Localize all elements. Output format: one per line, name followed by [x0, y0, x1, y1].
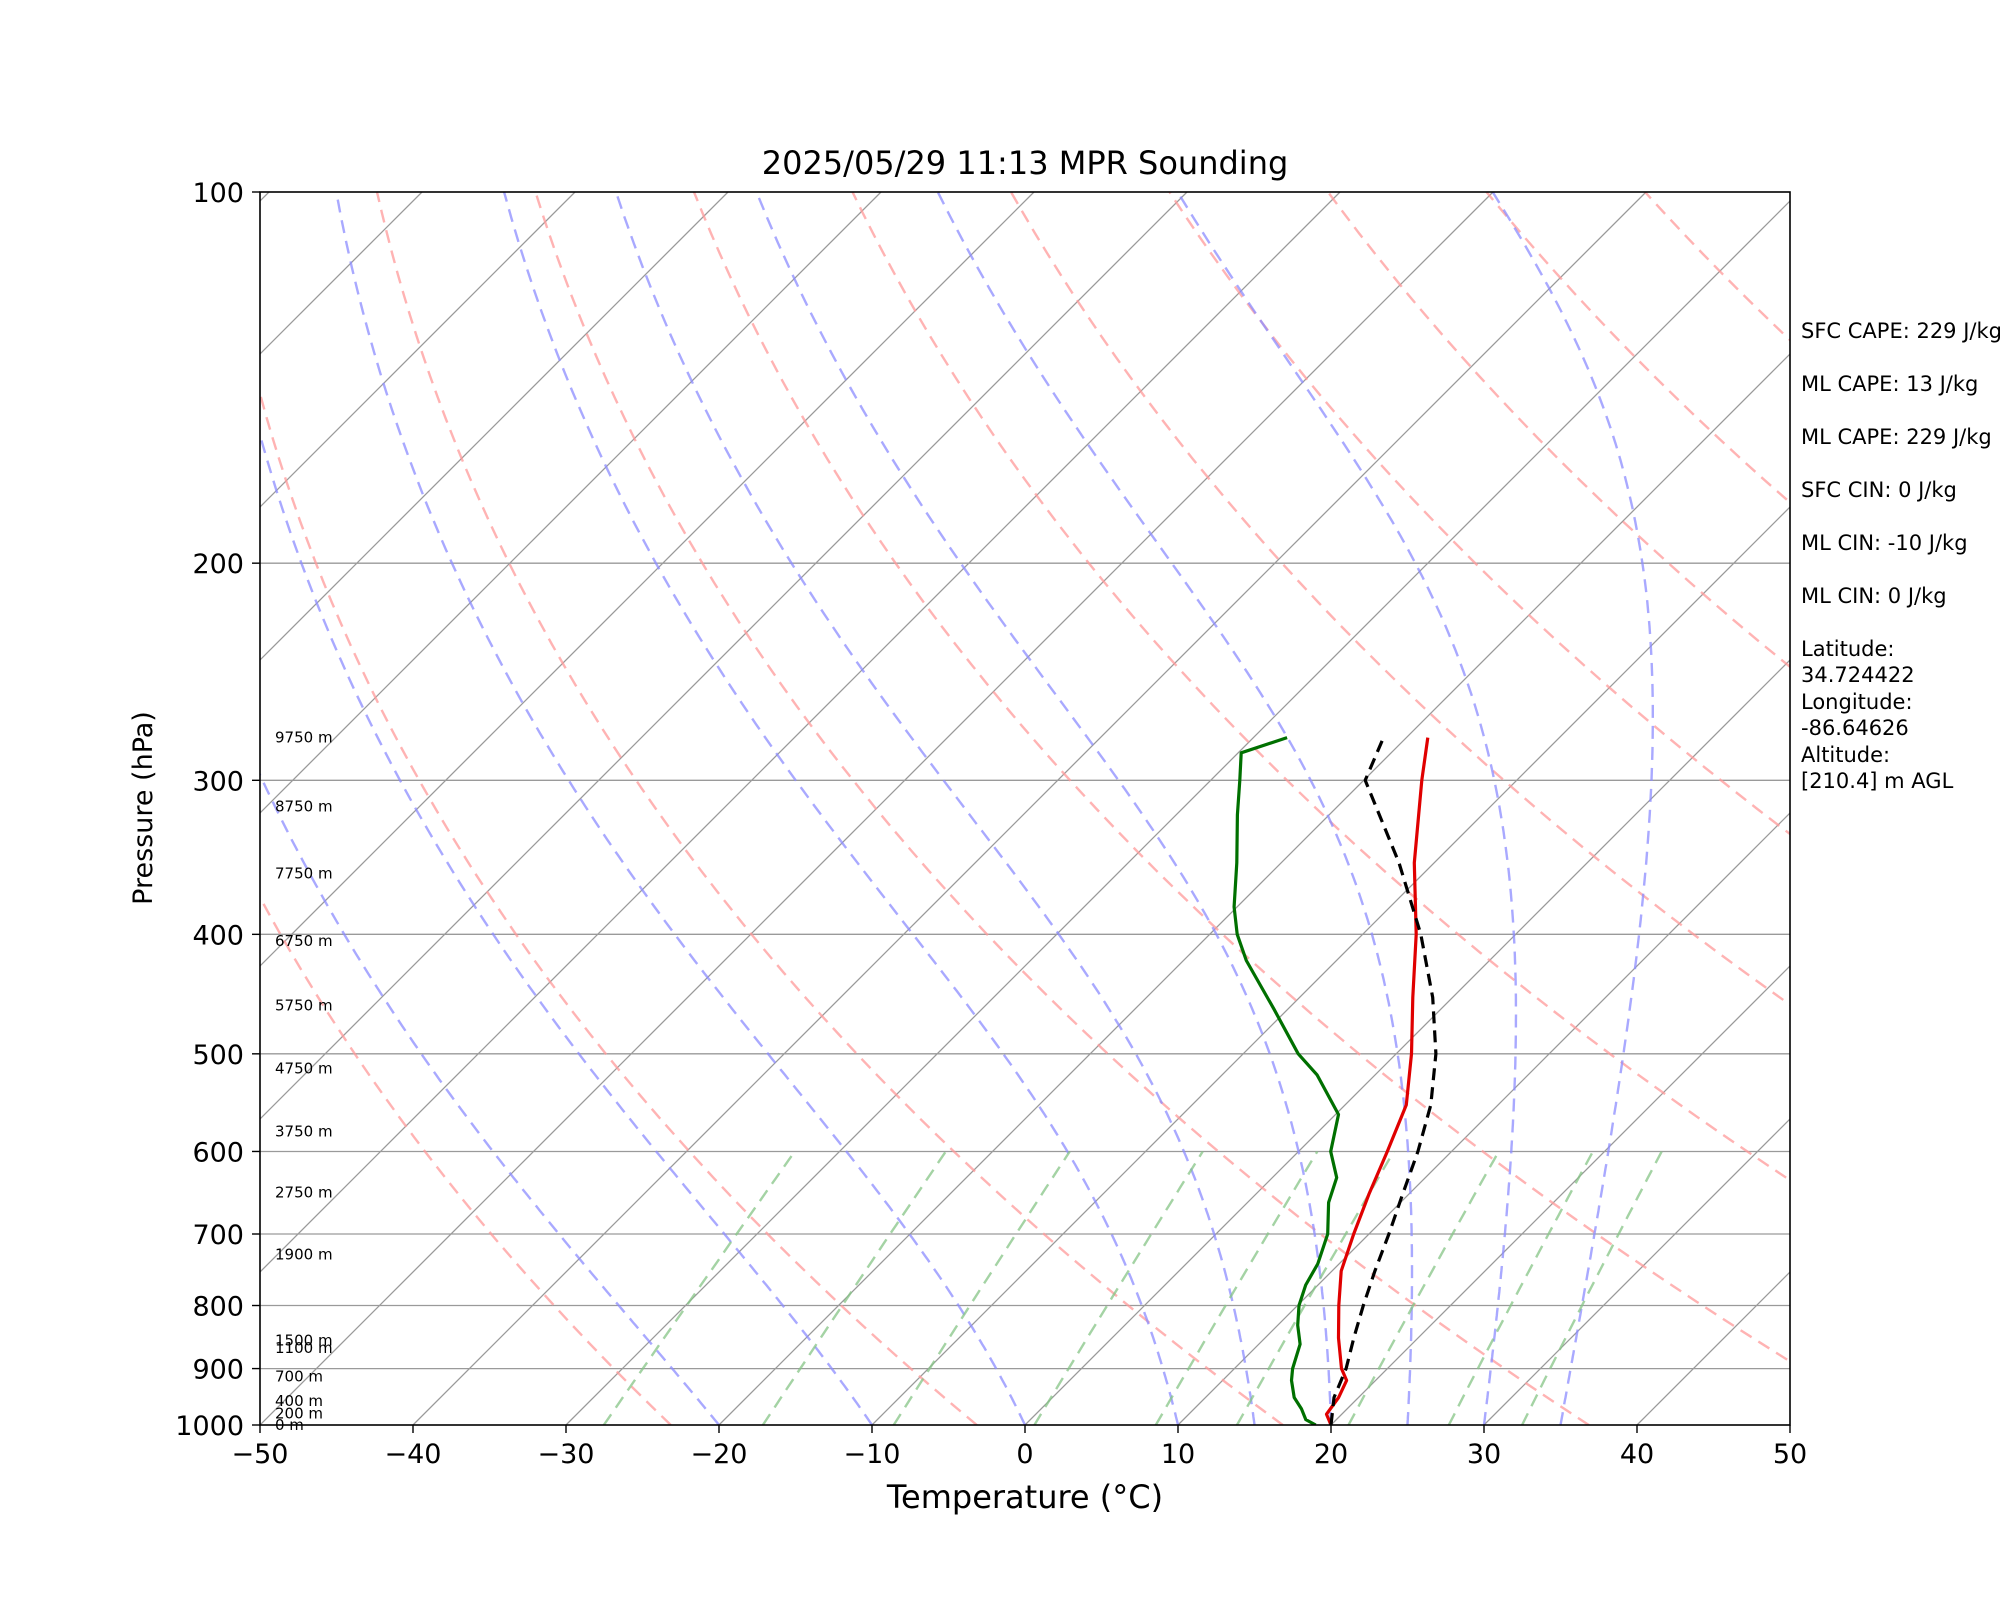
- x-axis-label: Temperature (°C): [886, 1478, 1163, 1516]
- isotherm--40: [412, 192, 1647, 1425]
- y-axis-ticks: 100 200 300 400 500 600 700 800 900 1000: [175, 178, 260, 1442]
- isotherm--100: [260, 192, 729, 661]
- x-tick-label: 30: [1467, 1439, 1501, 1470]
- dry-adiabat: [1168, 192, 1790, 836]
- y-tick-label: 200: [192, 549, 244, 580]
- sounding-parameter: ML CAPE: 229 J/kg: [1801, 425, 1992, 449]
- height-label: 1900 m: [275, 1245, 333, 1263]
- height-label: 6750 m: [275, 932, 333, 950]
- mixing-ratio-line: [1521, 1150, 1663, 1425]
- height-label: 3750 m: [275, 1123, 333, 1141]
- x-axis-ticks: −50 −40 −30 −20 −10 0 10 20 30 40 50: [232, 1425, 1807, 1470]
- isotherm-30: [1483, 1118, 1790, 1425]
- y-tick-label: 1000: [175, 1411, 244, 1442]
- dry-adiabat: [692, 192, 1790, 1363]
- mixing-ratio-line: [1154, 1150, 1319, 1425]
- isotherm--20: [718, 353, 1790, 1425]
- moist-adiabat: [755, 192, 1333, 1425]
- sounding-parameter: Latitude: 34.724422: [1801, 637, 1915, 687]
- mixing-ratio-line: [1033, 1150, 1204, 1425]
- height-label: 200 m: [275, 1405, 323, 1423]
- height-label: 1500 m: [275, 1332, 333, 1350]
- y-axis-label: Pressure (hPa): [128, 711, 159, 905]
- chart-title: 2025/05/29 11:13 MPR Sounding: [762, 144, 1289, 182]
- data-lines: [1232, 736, 1438, 1425]
- background-lines: [0, 192, 1790, 1425]
- y-tick-label: 800: [192, 1292, 244, 1323]
- height-label: 7750 m: [275, 864, 333, 882]
- dry-adiabat: [260, 894, 672, 1425]
- x-tick-label: 20: [1314, 1439, 1348, 1470]
- parcel-profile: [1329, 736, 1438, 1425]
- x-tick-label: 50: [1773, 1439, 1807, 1470]
- x-tick-label: −50: [232, 1439, 289, 1470]
- mixing-ratio-line: [602, 1150, 796, 1425]
- height-label: 9750 m: [275, 729, 333, 747]
- x-tick-label: 10: [1161, 1439, 1195, 1470]
- isotherm-10: [1177, 812, 1790, 1425]
- y-tick-label: 500: [192, 1040, 244, 1071]
- y-tick-label: 700: [192, 1220, 244, 1251]
- x-tick-label: 40: [1620, 1439, 1654, 1470]
- isotherm--30: [565, 200, 1790, 1425]
- x-tick-label: −20: [691, 1439, 748, 1470]
- moist-adiabat: [936, 192, 1414, 1425]
- height-label: 8750 m: [275, 797, 333, 815]
- isotherm-20: [1330, 965, 1790, 1425]
- isotherm--110: [260, 192, 576, 508]
- height-label: 700 m: [275, 1367, 323, 1385]
- isotherm--80: [260, 192, 1035, 967]
- dewpoint-profile: [1232, 736, 1341, 1425]
- plot-frame: [259, 191, 1791, 1426]
- mixing-ratio-line: [1347, 1150, 1500, 1425]
- moist-adiabat: [260, 772, 720, 1425]
- moist-adiabat: [1176, 192, 1518, 1425]
- x-tick-label: 0: [1016, 1439, 1033, 1470]
- height-labels: 9750 m 8750 m 7750 m 6750 m 5750 m 4750 m 3750…: [275, 729, 333, 1434]
- height-label: 1100 m: [275, 1339, 333, 1357]
- temperature-profile: [1324, 737, 1430, 1425]
- dry-adiabat: [375, 192, 1284, 1425]
- mixing-ratio-line: [761, 1150, 947, 1425]
- sounding-parameter: SFC CIN: 0 J/kg: [1801, 478, 1957, 502]
- moist-adiabat: [502, 192, 1180, 1425]
- x-tick-label: −10: [844, 1439, 901, 1470]
- moist-adiabat: [335, 192, 1027, 1425]
- dry-adiabat: [260, 389, 978, 1425]
- moist-adiabat: [614, 192, 1256, 1425]
- y-tick-label: 400: [192, 920, 244, 951]
- isotherm--70: [260, 192, 1188, 1120]
- mixing-ratio-line: [892, 1150, 1071, 1425]
- isotherm--60: [260, 192, 1341, 1273]
- height-label: 5750 m: [275, 997, 333, 1015]
- sounding-parameter: Altitude: [210.4] m AGL: [1801, 743, 1954, 793]
- height-label: 400 m: [275, 1392, 323, 1410]
- x-tick-label: −30: [538, 1439, 595, 1470]
- y-tick-label: 600: [192, 1137, 244, 1168]
- isotherm--140: [0, 192, 116, 1425]
- y-tick-label: 300: [192, 766, 244, 797]
- isotherm-0: [1024, 659, 1790, 1425]
- isotherm--10: [871, 506, 1790, 1425]
- sounding-parameter: ML CIN: 0 J/kg: [1801, 584, 1947, 608]
- mixing-ratio-line: [1447, 1150, 1594, 1425]
- sounding-parameter: SFC CAPE: 229 J/kg: [1801, 319, 2000, 343]
- height-label: 4750 m: [275, 1060, 333, 1078]
- moist-adiabat: [260, 430, 873, 1425]
- y-tick-label: 100: [192, 178, 244, 209]
- sounding-parameter: ML CAPE: 13 J/kg: [1801, 372, 1979, 396]
- isotherm--90: [260, 192, 882, 814]
- dry-adiabat: [1485, 192, 1790, 505]
- dry-adiabat: [534, 192, 1590, 1425]
- x-tick-label: −40: [385, 1439, 442, 1470]
- dry-adiabat: [851, 192, 1790, 1182]
- y-tick-label: 900: [192, 1355, 244, 1386]
- moist-adiabat: [1491, 192, 1654, 1425]
- sounding-parameter: ML CIN: -10 J/kg: [1801, 531, 1968, 555]
- sounding-parameter: Longitude: -86.64626: [1801, 690, 1913, 740]
- height-label: 2750 m: [275, 1184, 333, 1202]
